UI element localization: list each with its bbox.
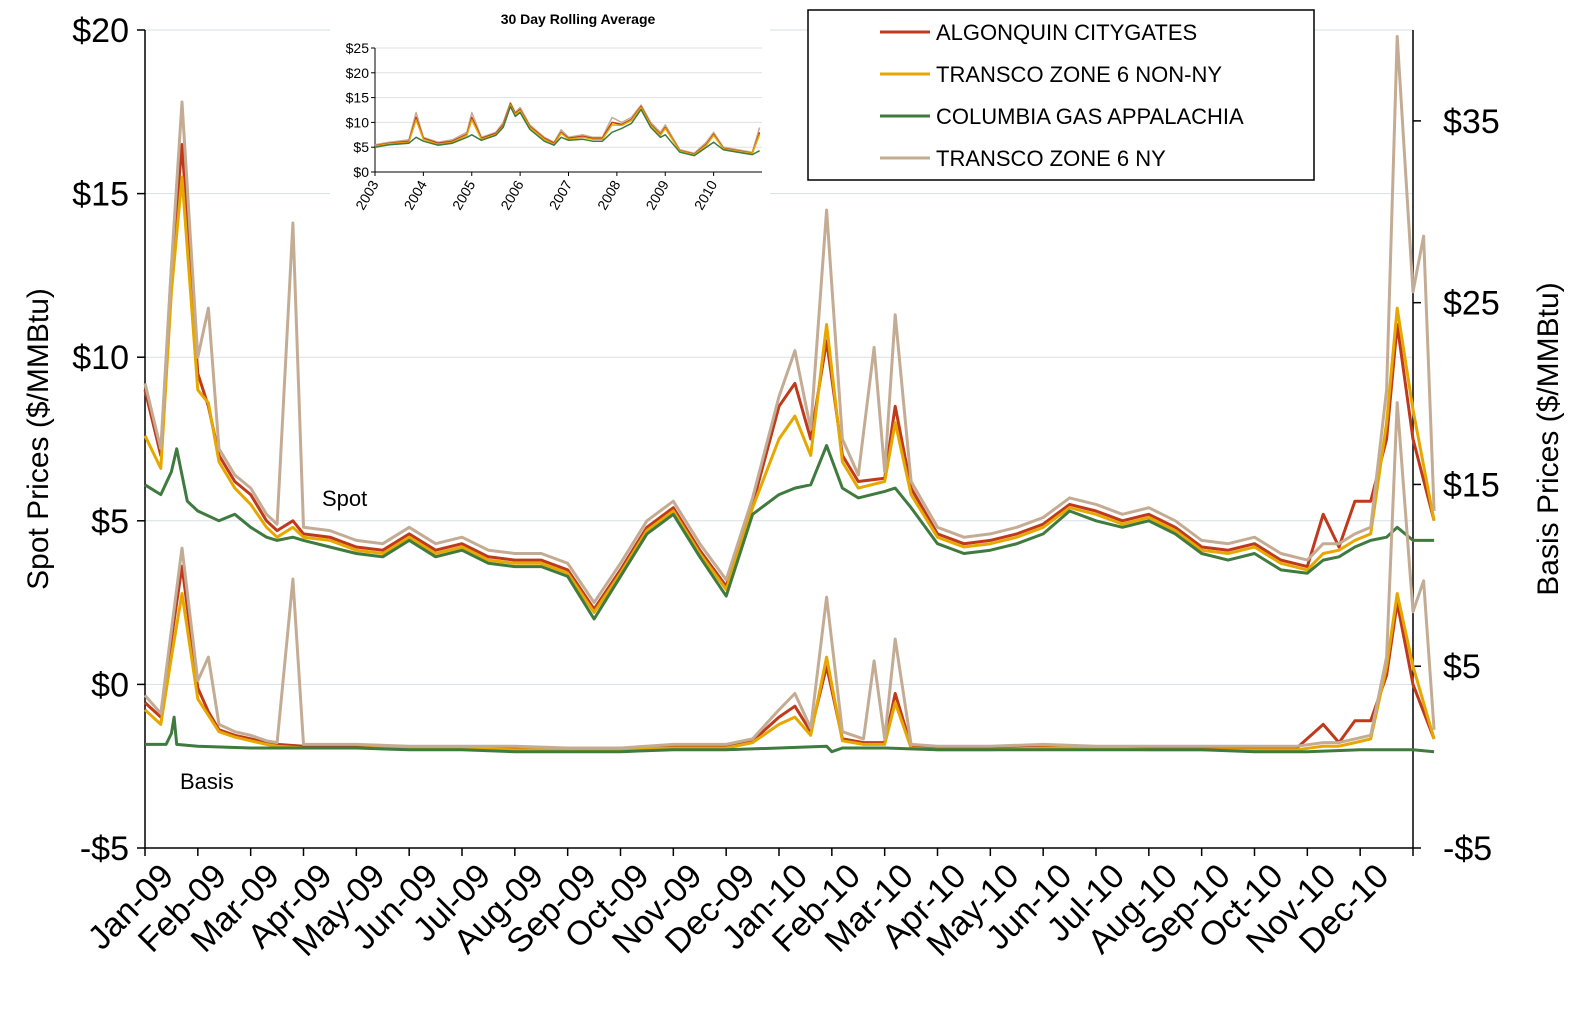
y2-tick-label: $35: [1443, 103, 1500, 141]
spot-line-columbia-gas-appalachia: [144, 444, 1435, 621]
y-tick-label: $10: [72, 339, 129, 377]
y-tick-label: $15: [72, 176, 129, 214]
legend-label: COLUMBIA GAS APPALACHIA: [936, 104, 1244, 129]
inset-line: [374, 105, 760, 157]
y-axis-title: Spot Prices ($/MMBtu): [22, 288, 55, 590]
inset-y-tick-label: $5: [353, 139, 369, 155]
y2-axis-title: Basis Prices ($/MMBtu): [1532, 282, 1565, 595]
inset-line: [374, 104, 761, 156]
basis-line-transco-zone-6-ny: [143, 401, 1436, 750]
basis-line-algonquin-citygates: [143, 564, 1436, 752]
inset-title: 30 Day Rolling Average: [501, 11, 656, 27]
spot-line-transco-zone-6-non-ny: [143, 175, 1436, 614]
y2-tick-label: $25: [1443, 285, 1500, 323]
legend-label: ALGONQUIN CITYGATES: [936, 20, 1197, 45]
basis-line-transco-zone-6-non-ny: [143, 592, 1436, 752]
y-tick-label: $5: [91, 503, 129, 541]
y-tick-label: $20: [72, 12, 129, 50]
legend-box: [807, 9, 1315, 181]
y-tick-label: $0: [91, 666, 129, 704]
spot-line-transco-zone-6-ny: [143, 35, 1436, 605]
inset-y-tick-label: $25: [346, 40, 370, 56]
inset-line: [374, 101, 761, 154]
spot-line-algonquin-citygates: [143, 143, 1436, 611]
inset-y-tick-label: $10: [346, 114, 370, 130]
inset-y-tick-label: $15: [346, 90, 370, 106]
y-tick-label: -$5: [80, 830, 129, 868]
legend-label: TRANSCO ZONE 6 NON-NY: [936, 62, 1222, 87]
y2-tick-label: $15: [1443, 466, 1500, 504]
y2-tick-label: $5: [1443, 648, 1481, 686]
inset-y-tick-label: $0: [353, 164, 369, 180]
annotation-spot: Spot: [322, 486, 367, 511]
basis-line-columbia-gas-appalachia: [145, 715, 1435, 754]
legend-label: TRANSCO ZONE 6 NY: [936, 146, 1166, 171]
y2-tick-label: -$5: [1443, 830, 1492, 868]
inset-y-tick-label: $20: [346, 65, 370, 81]
annotation-basis: Basis: [180, 769, 234, 794]
